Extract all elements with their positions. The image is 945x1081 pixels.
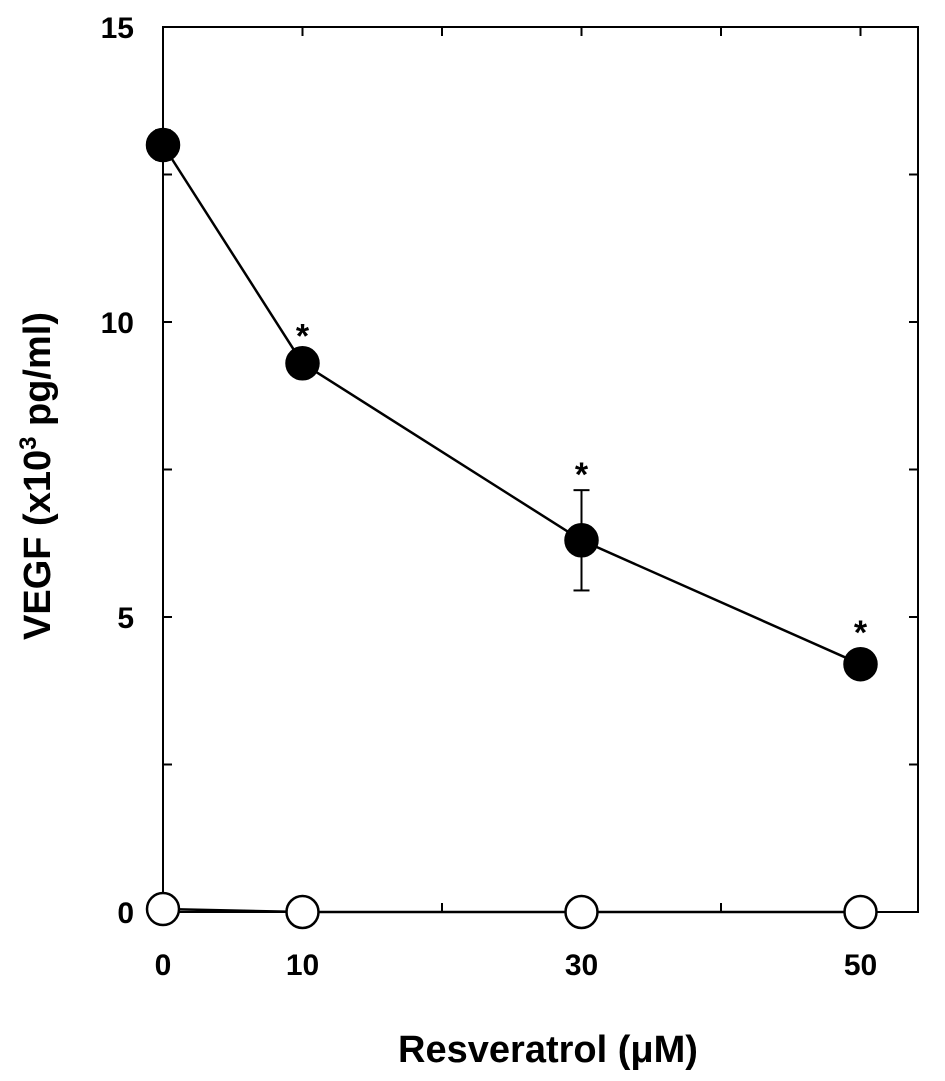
series-line: [162, 907, 861, 914]
x-tick-label: 30: [565, 949, 598, 982]
y-axis-title-main: VEGF (x10: [17, 450, 59, 640]
y-tick-label: 0: [117, 897, 134, 930]
y-axis-title: VEGF (x103 pg/ml): [15, 312, 59, 640]
plot-frame: [162, 26, 919, 913]
data-point: [564, 894, 599, 930]
data-point: [564, 523, 599, 558]
x-axis-title: Resveratrol (μM): [398, 1029, 698, 1071]
data-point: [145, 891, 181, 927]
plot-area-border: [162, 26, 919, 913]
x-tick-label: 10: [286, 949, 319, 982]
significance-marker: *: [296, 318, 310, 356]
axis-ticks: [162, 26, 918, 913]
data-point: [145, 127, 181, 163]
data-point: [285, 346, 320, 381]
y-axis-title-tail: pg/ml): [17, 312, 59, 437]
series-1: * * *: [145, 127, 878, 682]
y-tick-label: 5: [117, 602, 134, 635]
data-point: [285, 894, 320, 930]
data-point: [843, 894, 878, 930]
y-tick-label: 10: [101, 307, 134, 340]
y-axis-title-superscript: 3: [15, 437, 42, 450]
x-tick-label: 0: [155, 949, 172, 982]
significance-marker: *: [854, 614, 868, 652]
x-tick-label: 50: [844, 949, 877, 982]
series-2: [145, 891, 878, 930]
significance-marker: *: [575, 456, 589, 494]
y-tick-label: 15: [101, 12, 134, 45]
series-line: [161, 144, 862, 666]
tick-labels: 0 5 10 15 0 10 30 50: [101, 12, 878, 982]
series-layer: * * *: [145, 127, 878, 930]
data-point: [843, 646, 878, 682]
